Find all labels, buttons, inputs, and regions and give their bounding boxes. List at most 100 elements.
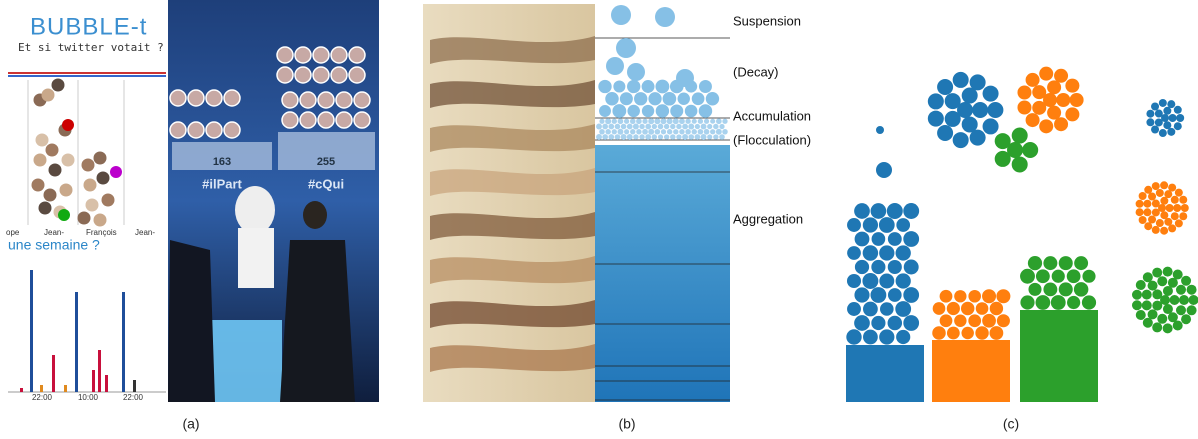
bubble (611, 118, 617, 124)
bubble (691, 92, 705, 106)
bubble (1168, 114, 1177, 122)
bubble (1151, 102, 1160, 111)
bubble (876, 126, 884, 134)
bubble (33, 153, 47, 167)
bubble (961, 326, 974, 340)
bubble (961, 116, 978, 133)
bubble (713, 123, 719, 130)
bubble (627, 63, 645, 81)
bubble (700, 123, 707, 130)
layer-label: (Flocculation) (733, 132, 811, 147)
bubble (608, 134, 615, 140)
bubble (679, 129, 685, 135)
hashtag: #cQui (308, 176, 344, 191)
bubble (1155, 188, 1164, 197)
bubble (1020, 295, 1035, 310)
score: 255 (317, 156, 335, 168)
bubble (642, 118, 648, 124)
bubble (1167, 100, 1176, 109)
bubble (276, 46, 294, 64)
bar-base (1020, 310, 1098, 402)
bubble (1073, 282, 1089, 297)
bubble (854, 259, 870, 275)
bubble (619, 92, 633, 106)
bubble (1143, 208, 1152, 217)
bubble (612, 104, 627, 118)
bubble (862, 217, 879, 233)
bubble (642, 128, 648, 135)
caption: (b) (618, 416, 635, 432)
bubble (648, 118, 655, 125)
bubble (1157, 313, 1168, 324)
bubble (1135, 199, 1144, 208)
layer-label: Suspension (733, 13, 801, 28)
bubble (616, 38, 636, 58)
bubble (876, 162, 892, 178)
stratum (430, 80, 595, 108)
screenshot (0, 0, 166, 402)
bubble (987, 102, 1004, 118)
candidate: Jean- (44, 228, 64, 237)
bubble (1173, 122, 1182, 131)
bubble (1155, 219, 1164, 228)
time-label: 22:00 (32, 393, 53, 402)
bubble (35, 133, 49, 147)
bubble (1179, 195, 1188, 204)
bubble (939, 314, 953, 328)
bubble (719, 123, 725, 130)
bubble (666, 118, 673, 125)
bar (20, 388, 23, 392)
bubble (1172, 269, 1183, 280)
bubble (698, 80, 712, 93)
bubble (982, 313, 996, 328)
divider (8, 75, 166, 77)
bubble (1162, 266, 1173, 277)
bubble (968, 314, 982, 328)
bubble (614, 123, 621, 130)
bubble (1146, 118, 1155, 127)
bubble (645, 134, 652, 140)
bubble (871, 259, 886, 275)
bubble (312, 46, 330, 64)
bubble (1011, 127, 1028, 144)
bubble (1160, 226, 1169, 235)
bubble (110, 166, 122, 178)
app-title: BUBBLE-t (30, 13, 147, 40)
bubble (169, 89, 187, 107)
bubble (903, 315, 920, 331)
bubble (670, 104, 684, 118)
time-label: 22:00 (123, 393, 144, 402)
bubble (636, 118, 642, 125)
bubble (996, 289, 1011, 304)
panel-a: BUBBLE-t Et si twitter votait ? ope Jean… (0, 0, 379, 432)
time-label: 10:00 (78, 393, 99, 402)
bubble (847, 302, 861, 316)
bubble (895, 273, 911, 289)
hashtag: #ilPart (202, 176, 242, 191)
bubble (1065, 107, 1080, 122)
bubble (648, 128, 655, 135)
bubble (879, 329, 895, 345)
bubble (205, 121, 223, 139)
bubble (694, 123, 700, 130)
bubble (630, 129, 636, 135)
bubble (317, 91, 335, 109)
person (235, 186, 275, 234)
bubble (685, 80, 698, 93)
bubble (657, 134, 664, 140)
bubble (187, 121, 205, 139)
bubble (1043, 282, 1058, 297)
bubble (682, 123, 689, 130)
bubble (43, 188, 57, 202)
bubble (1138, 216, 1147, 225)
bubble (317, 111, 335, 129)
bubble (335, 91, 353, 109)
bubble (895, 245, 911, 261)
bubble (330, 46, 348, 64)
bubble (187, 89, 205, 107)
bubble (982, 289, 997, 304)
bubble (879, 302, 894, 316)
bubble (1157, 276, 1168, 287)
bubble (1174, 188, 1183, 197)
bubble (863, 329, 878, 345)
